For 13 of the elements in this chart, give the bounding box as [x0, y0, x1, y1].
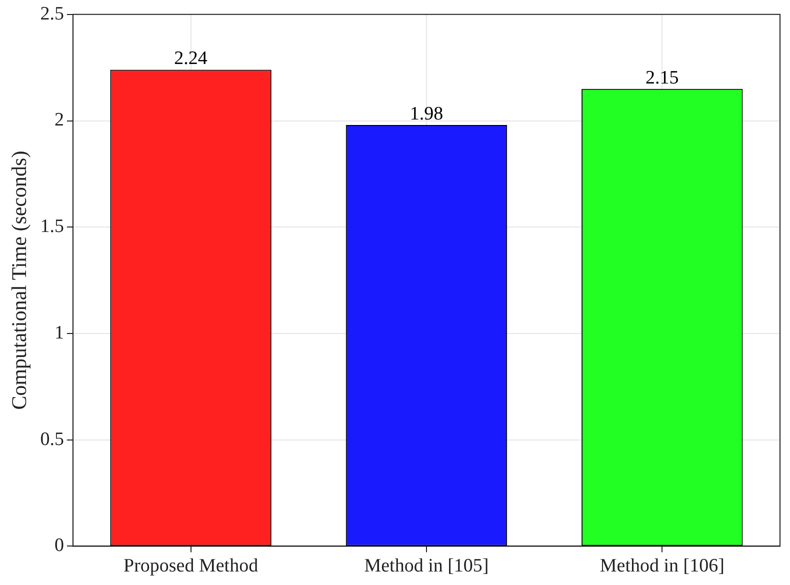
y-tick-label: 1.5 — [40, 216, 64, 238]
y-tick-label: 2 — [54, 110, 64, 131]
y-axis-title: Computational Time (seconds) — [7, 150, 32, 410]
y-tick-label: 2.5 — [40, 3, 64, 24]
data-label: 1.98 — [410, 104, 444, 124]
data-label: 2.15 — [646, 67, 679, 88]
x-tick-label: Method in [105] — [364, 556, 489, 577]
x-tick-label: Method in [106] — [600, 556, 724, 577]
y-tick-label: 0 — [54, 535, 64, 556]
x-tick-label: Proposed Method — [124, 556, 259, 577]
y-tick-label: 1 — [54, 322, 64, 344]
data-label: 2.24 — [174, 48, 208, 70]
y-tick-label: 0.5 — [40, 428, 64, 450]
